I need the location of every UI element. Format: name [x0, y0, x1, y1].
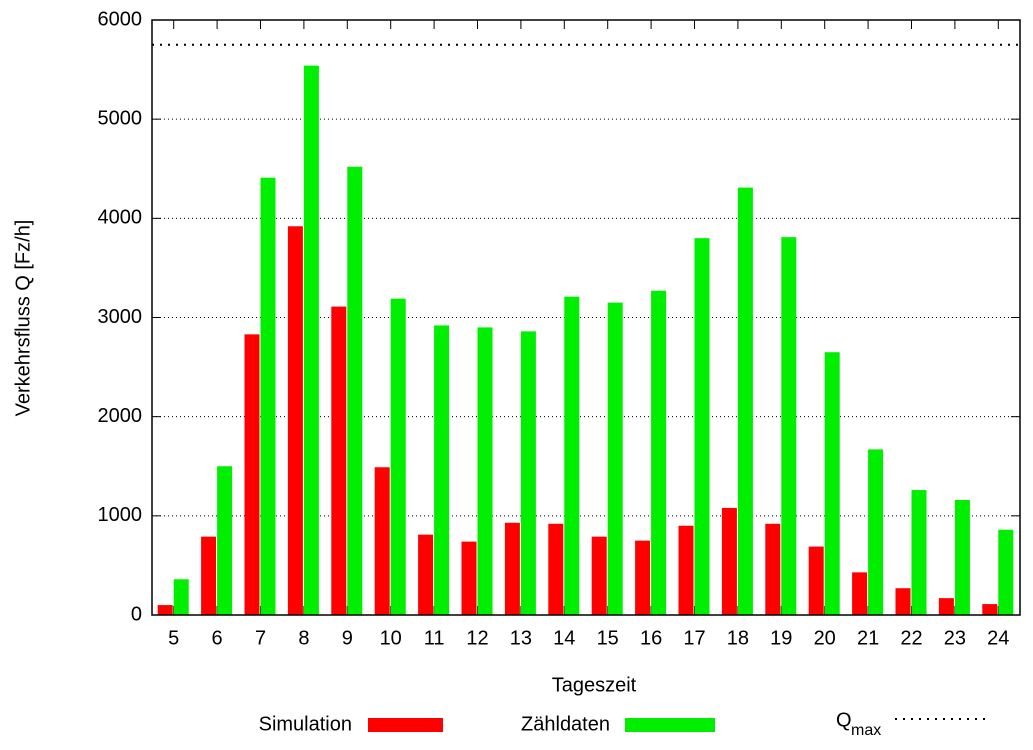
bar	[591, 536, 607, 615]
x-tick-label: 14	[553, 627, 575, 649]
bar	[678, 525, 694, 615]
bar	[390, 298, 406, 615]
bar	[765, 523, 781, 615]
bar	[434, 325, 450, 615]
bar	[244, 334, 260, 615]
bar	[217, 466, 233, 615]
bar	[954, 499, 970, 615]
x-tick-label: 9	[342, 627, 353, 649]
legend-label-subscript: max	[851, 722, 881, 739]
x-tick-label: 20	[814, 627, 836, 649]
bar	[868, 449, 884, 615]
x-tick-label: 11	[424, 627, 445, 649]
bar	[173, 579, 189, 615]
bar	[651, 290, 667, 615]
legend-label: Zähldaten	[521, 713, 610, 735]
bar	[548, 523, 564, 615]
bar	[303, 65, 319, 615]
y-tick-label: 2000	[98, 405, 143, 427]
bar	[564, 296, 580, 615]
x-axis-label: Tageszeit	[552, 674, 637, 696]
bar	[260, 177, 276, 616]
bar	[201, 536, 217, 615]
y-tick-label: 1000	[98, 504, 143, 526]
bar	[938, 598, 954, 615]
bar	[287, 226, 303, 615]
x-tick-label: 22	[900, 627, 922, 649]
x-tick-label: 17	[683, 627, 705, 649]
bar	[418, 534, 434, 615]
bar	[781, 237, 797, 616]
x-tick-label: 8	[298, 627, 309, 649]
bar	[374, 467, 390, 615]
x-tick-label: 23	[944, 627, 966, 649]
bar	[520, 331, 536, 615]
y-tick-label: 6000	[98, 8, 143, 30]
x-tick-label: 21	[857, 627, 879, 649]
bar	[635, 540, 651, 615]
x-tick-label: 6	[212, 627, 223, 649]
bar	[331, 306, 347, 615]
x-tick-label: 7	[255, 627, 266, 649]
bar	[461, 541, 477, 615]
bar	[607, 302, 623, 615]
x-tick-label: 24	[987, 627, 1009, 649]
bar	[504, 522, 520, 615]
x-tick-label: 19	[770, 627, 792, 649]
bar	[852, 572, 868, 615]
x-tick-label: 12	[466, 627, 488, 649]
x-tick-label: 15	[597, 627, 619, 649]
x-tick-label: 13	[510, 627, 532, 649]
bar	[998, 529, 1014, 615]
x-tick-label: 18	[727, 627, 749, 649]
bar	[477, 327, 493, 615]
bar	[911, 490, 927, 615]
legend-label: Simulation	[259, 713, 352, 735]
x-tick-label: 5	[168, 627, 179, 649]
y-axis-label: Verkehrsfluss Q [Fz/h]	[12, 220, 34, 417]
bar	[824, 352, 840, 615]
y-tick-label: 4000	[98, 207, 143, 229]
bar	[895, 588, 911, 615]
bar	[347, 166, 363, 615]
y-tick-label: 3000	[98, 306, 143, 328]
legend-swatch	[368, 718, 443, 732]
y-tick-label: 0	[131, 603, 142, 625]
bar	[694, 238, 710, 615]
x-tick-label: 16	[640, 627, 662, 649]
bar	[737, 187, 753, 615]
legend-label: Q	[836, 709, 852, 731]
plot-frame	[151, 19, 1021, 616]
bar	[982, 604, 998, 615]
legend-swatch	[625, 718, 715, 732]
bar	[157, 605, 173, 615]
bar	[721, 507, 737, 615]
x-tick-label: 10	[380, 627, 402, 649]
y-tick-label: 5000	[98, 107, 143, 129]
bar	[808, 546, 824, 615]
